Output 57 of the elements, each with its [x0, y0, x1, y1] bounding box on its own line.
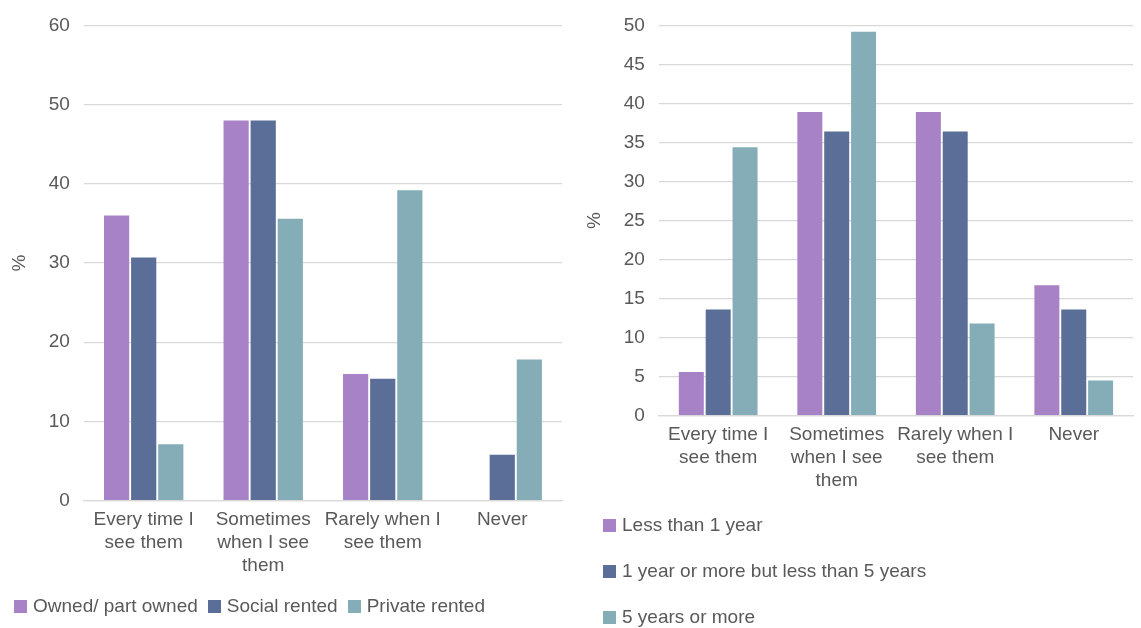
legend-label: 1 year or more but less than 5 years	[622, 560, 927, 582]
y-tick-label: 40	[48, 172, 70, 194]
legend-label: 5 years or more	[622, 606, 756, 628]
y-tick-label: 35	[623, 130, 645, 152]
legend-label: Private rented	[366, 595, 485, 617]
y-tick-label: 10	[623, 325, 645, 347]
bar	[1061, 309, 1087, 415]
y-tick-label: 45	[623, 52, 645, 74]
bar	[851, 31, 877, 415]
y-tick-label: 40	[623, 91, 645, 113]
bar	[824, 131, 850, 415]
y-tick-label: 20	[48, 330, 70, 352]
bar	[370, 378, 396, 500]
bar	[277, 218, 303, 500]
bar	[343, 373, 369, 500]
bar	[915, 112, 941, 415]
y-axis-title: %	[582, 211, 604, 229]
y-tick-label: 50	[623, 13, 645, 35]
bar	[131, 257, 157, 500]
bar	[705, 309, 731, 415]
bar	[516, 359, 542, 500]
bar	[250, 120, 276, 500]
y-tick-label: 10	[48, 409, 70, 431]
legend-label: Social rented	[226, 595, 338, 617]
y-tick-label: 15	[623, 286, 645, 308]
y-tick-label: 0	[59, 488, 70, 510]
x-tick-label: Never	[476, 508, 529, 530]
x-tick-label: Every time I see them	[93, 508, 194, 553]
bar	[158, 444, 184, 500]
bar	[397, 190, 423, 500]
x-tick-label: Rarely when I see them	[324, 508, 441, 553]
x-tick-label: Sometimes when I see them	[215, 508, 311, 575]
bar	[969, 323, 995, 415]
y-tick-label: 50	[48, 92, 70, 114]
bar	[942, 131, 968, 415]
x-tick-label: Sometimes when I see them	[789, 423, 885, 490]
bar	[797, 112, 823, 415]
bar	[732, 147, 758, 415]
bar	[1034, 285, 1060, 415]
y-tick-label: 20	[623, 247, 645, 269]
y-tick-label: 0	[634, 403, 645, 425]
y-tick-label: 60	[48, 13, 70, 35]
y-axis-title: %	[7, 254, 29, 272]
bar	[104, 215, 130, 500]
x-tick-label: Every time I see them	[668, 423, 769, 468]
y-tick-label: 30	[48, 251, 70, 273]
y-tick-label: 30	[623, 169, 645, 191]
bar	[223, 120, 249, 500]
legend-label: Less than 1 year	[622, 514, 763, 536]
y-tick-label: 25	[623, 208, 645, 230]
legend-label: Owned/ part owned	[33, 595, 198, 617]
bar	[678, 371, 704, 415]
bar	[1088, 380, 1114, 415]
bar	[489, 454, 515, 500]
x-tick-label: Never	[1048, 423, 1100, 445]
x-tick-label: Rarely when I see them	[897, 423, 1014, 468]
y-tick-label: 5	[634, 364, 645, 386]
